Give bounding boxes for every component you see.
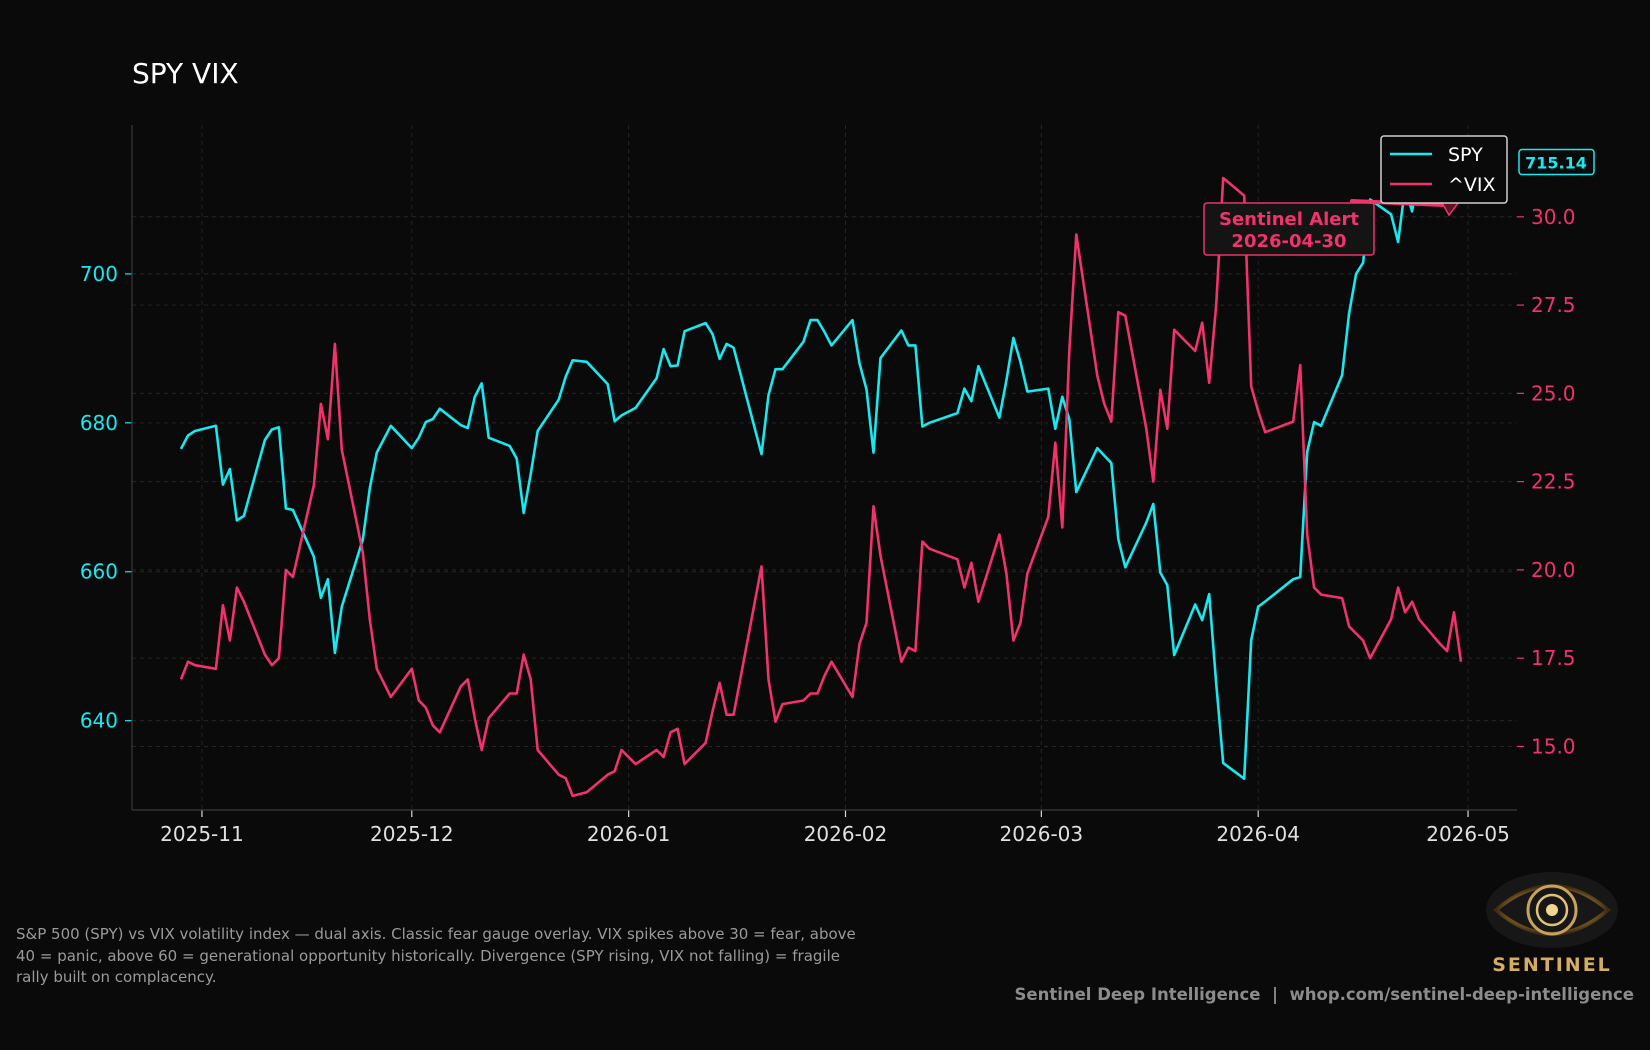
series-line-vix (179, 176, 1463, 798)
y-left-tick-label: 640 (80, 709, 118, 733)
legend: SPY ^VIX (1380, 135, 1508, 204)
y-right-tick-label: 15.0 (1531, 734, 1576, 758)
x-tick-label: 2025-11 (160, 822, 244, 846)
x-tick-label: 2025-12 (370, 822, 454, 846)
chart-caption: S&P 500 (SPY) vs VIX volatility index — … (16, 925, 856, 986)
x-tick-label: 2026-03 (1000, 822, 1084, 846)
y-right-tick-label: 20.0 (1531, 558, 1576, 582)
alert-box (1203, 202, 1375, 256)
last-value-text: 715.14 (1525, 153, 1587, 172)
x-tick-label: 2026-04 (1216, 822, 1300, 846)
legend-label-vix: ^VIX (1448, 174, 1496, 196)
eye-icon (1486, 872, 1618, 948)
x-tick-label: 2026-02 (804, 822, 888, 846)
chart-title: SPY VIX (132, 57, 239, 90)
y-left-tick-label: 660 (80, 560, 118, 584)
alert-label-date: 2026-04-30 (1231, 231, 1346, 252)
footer-credit: Sentinel Deep Intelligence | whop.com/se… (1014, 985, 1635, 1004)
sentinel-logo: SENTINEL (1486, 872, 1618, 976)
logo-text: SENTINEL (1492, 954, 1612, 976)
x-tick-label: 2026-05 (1426, 822, 1510, 846)
y-right-tick-label: 27.5 (1531, 293, 1576, 317)
alert-label-title: Sentinel Alert (1219, 209, 1359, 230)
grid-layer (132, 125, 1517, 810)
last-value-badge (1518, 148, 1595, 176)
y-left-tick-label: 680 (80, 411, 118, 435)
x-tick-label: 2026-01 (587, 822, 671, 846)
y-right-tick-label: 22.5 (1531, 470, 1576, 494)
y-right-tick-label: 30.0 (1531, 205, 1576, 229)
axes-layer: 2025-11 2025-12 2026-01 2026-02 2026-03 2026-… (80, 125, 1576, 846)
y-left-tick-label: 700 (80, 262, 118, 286)
legend-label-spy: SPY (1448, 144, 1483, 166)
y-right-tick-label: 25.0 (1531, 381, 1576, 405)
series-layer (179, 161, 1463, 798)
y-right-tick-label: 17.5 (1531, 646, 1576, 670)
series-line-spy (179, 161, 1463, 780)
